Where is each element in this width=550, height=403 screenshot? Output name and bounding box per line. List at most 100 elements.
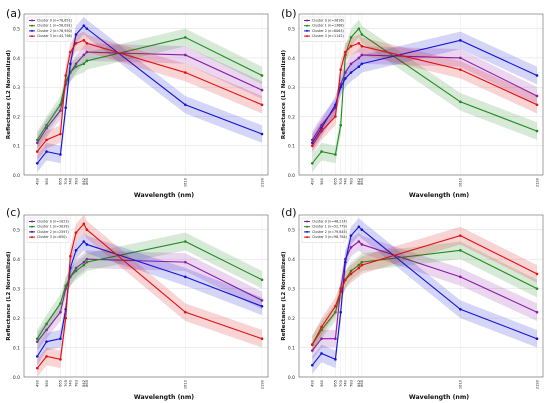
data-point [320, 150, 323, 153]
x-tick-label: 560 [320, 177, 324, 185]
x-axis-label: Wavelength (nm) [409, 192, 469, 199]
data-point [349, 62, 353, 66]
data-point [459, 39, 462, 42]
legend-entry: Cluster 2 (n=8063) [312, 29, 344, 33]
x-tick-label: 665 [334, 380, 338, 387]
legend: Cluster 0 (n=46,214)Cluster 1 (n=52,779)… [301, 217, 347, 243]
data-point [82, 53, 86, 57]
data-point [69, 50, 72, 54]
legend-marker [31, 220, 33, 223]
legend-marker [31, 35, 33, 38]
series-band [37, 31, 263, 161]
legend-box [26, 217, 70, 243]
data-point [64, 284, 68, 287]
x-tick-label: 783 [349, 380, 353, 387]
data-point [74, 249, 78, 252]
data-point [360, 228, 364, 232]
data-point [357, 41, 361, 45]
series-band [312, 241, 537, 354]
data-point [459, 56, 462, 60]
data-point [82, 24, 86, 28]
x-tick-label: 740 [69, 379, 73, 387]
data-point [82, 263, 86, 267]
panel-label: (d) [281, 206, 297, 219]
y-tick-label: 0.1 [288, 144, 295, 150]
data-point [69, 62, 72, 66]
data-point [45, 150, 48, 153]
data-point [334, 337, 337, 341]
data-point [184, 53, 187, 57]
series-band [312, 19, 537, 173]
y-axis-label: Reflectance (L2 Normalized) [6, 49, 12, 139]
data-point [82, 240, 86, 243]
series-band [37, 250, 263, 351]
x-tick-label: 665 [59, 380, 63, 387]
data-point [339, 85, 343, 89]
x-tick-label: 705 [339, 380, 343, 387]
data-point [184, 260, 187, 264]
data-point [310, 349, 314, 352]
y-tick-label: 0.1 [13, 144, 20, 150]
y-tick-label: 0.5 [288, 228, 295, 234]
data-point [59, 358, 62, 361]
y-axis-label: Reflectance (L2 Normalized) [281, 251, 287, 341]
data-point [535, 94, 539, 98]
x-tick-label: 740 [344, 177, 348, 185]
y-tick-label: 0.0 [288, 173, 295, 179]
x-tick-label: 783 [74, 380, 78, 387]
data-point [459, 275, 462, 279]
y-tick-label: 0.0 [13, 375, 20, 381]
data-point [85, 50, 89, 54]
data-point [35, 141, 39, 145]
data-point [35, 337, 39, 341]
data-point [344, 50, 347, 54]
legend-entry: Cluster 3 (n=1142) [312, 34, 344, 38]
data-point [59, 153, 62, 156]
x-tick-label: 1610 [184, 177, 188, 187]
data-point [85, 260, 89, 264]
data-point [74, 65, 78, 68]
x-tick-label: 665 [59, 178, 63, 185]
data-point [535, 287, 539, 290]
data-point [74, 231, 78, 234]
legend-marker [306, 230, 308, 233]
data-point [349, 234, 353, 237]
data-point [459, 68, 462, 71]
data-point [349, 44, 353, 48]
x-tick-label: 783 [74, 178, 78, 185]
y-tick-label: 0.3 [13, 85, 20, 91]
legend-marker [31, 230, 33, 233]
data-point [260, 299, 264, 302]
y-tick-label: 0.3 [288, 85, 295, 91]
y-tick-label: 0.3 [288, 287, 295, 293]
x-tick-label: 1610 [459, 379, 463, 389]
series-line [36, 39, 263, 152]
data-point [339, 290, 343, 293]
data-point [459, 249, 462, 252]
data-point [59, 337, 62, 341]
data-point [349, 36, 353, 39]
panel-label: (a) [6, 7, 21, 20]
x-tick-label: 740 [69, 177, 73, 185]
data-point [360, 44, 364, 48]
data-point [184, 103, 187, 107]
x-tick-label: 560 [45, 379, 49, 387]
data-point [349, 269, 353, 273]
data-point [334, 358, 337, 361]
x-tick-label: 705 [339, 178, 343, 185]
data-point [459, 100, 462, 104]
data-point [320, 129, 323, 133]
legend-entry: Cluster 1 (n=56,091) [37, 24, 72, 28]
data-point [45, 322, 48, 326]
x-tick-label: 490 [36, 379, 40, 387]
data-point [35, 340, 39, 343]
legend-entry: Cluster 3 (n=44,798) [37, 34, 72, 38]
series-line [311, 39, 538, 144]
axes-frame [23, 214, 269, 378]
data-point [535, 129, 539, 133]
data-point [64, 316, 68, 320]
legend-marker [306, 225, 308, 228]
data-point [184, 310, 187, 314]
axes-frame [298, 214, 544, 378]
data-point [344, 77, 347, 80]
